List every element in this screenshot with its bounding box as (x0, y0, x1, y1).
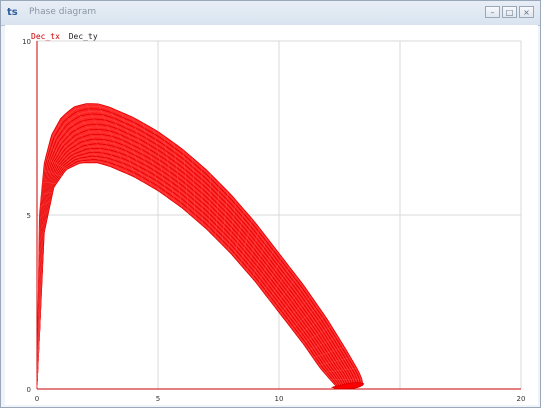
y-tick-label: 0 (27, 386, 31, 394)
legend: Dec_tx Dec_ty (31, 32, 102, 41)
x-tick-label: 20 (517, 395, 526, 403)
y-tick-label: 10 (22, 38, 31, 46)
x-tick-label: 5 (156, 395, 160, 403)
legend-item-dec-ty: Dec_ty (69, 32, 98, 41)
legend-item-dec-tx: Dec_tx (31, 32, 60, 41)
x-tick-label: 10 (275, 395, 284, 403)
y-tick-label: 5 (27, 212, 31, 220)
x-tick-label: 0 (35, 395, 39, 403)
